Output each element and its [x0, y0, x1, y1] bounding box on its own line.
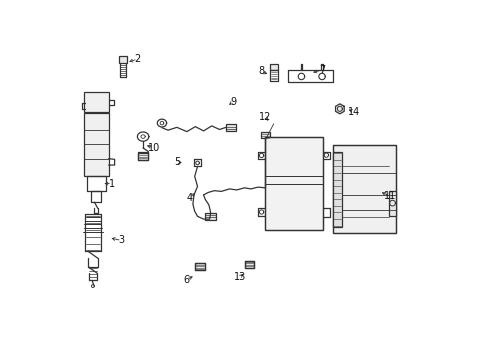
Bar: [264, 137, 322, 230]
Text: 3: 3: [119, 235, 124, 246]
Bar: [260, 132, 269, 138]
Text: 14: 14: [347, 107, 360, 117]
Text: 11: 11: [384, 191, 396, 201]
Text: 2: 2: [134, 54, 141, 64]
Bar: [84, 113, 108, 176]
Bar: [83, 92, 109, 112]
Text: 1: 1: [109, 179, 115, 189]
Text: 12: 12: [259, 112, 271, 122]
Bar: [269, 64, 277, 71]
Text: 7: 7: [319, 65, 325, 75]
Bar: [204, 213, 216, 220]
Bar: [332, 152, 341, 227]
Bar: [332, 145, 395, 233]
Bar: [332, 145, 395, 233]
Text: 6: 6: [183, 275, 189, 285]
Text: 5: 5: [173, 157, 180, 167]
Text: 4: 4: [186, 193, 192, 203]
Bar: [138, 153, 147, 161]
Text: 13: 13: [234, 272, 246, 282]
Bar: [244, 261, 254, 268]
Bar: [119, 56, 127, 63]
Bar: [264, 137, 322, 230]
Text: 10: 10: [147, 143, 160, 153]
Bar: [194, 262, 204, 270]
Bar: [225, 125, 236, 131]
Text: 9: 9: [229, 97, 236, 107]
Text: 8: 8: [258, 67, 264, 76]
Bar: [388, 191, 395, 216]
Polygon shape: [335, 104, 344, 114]
